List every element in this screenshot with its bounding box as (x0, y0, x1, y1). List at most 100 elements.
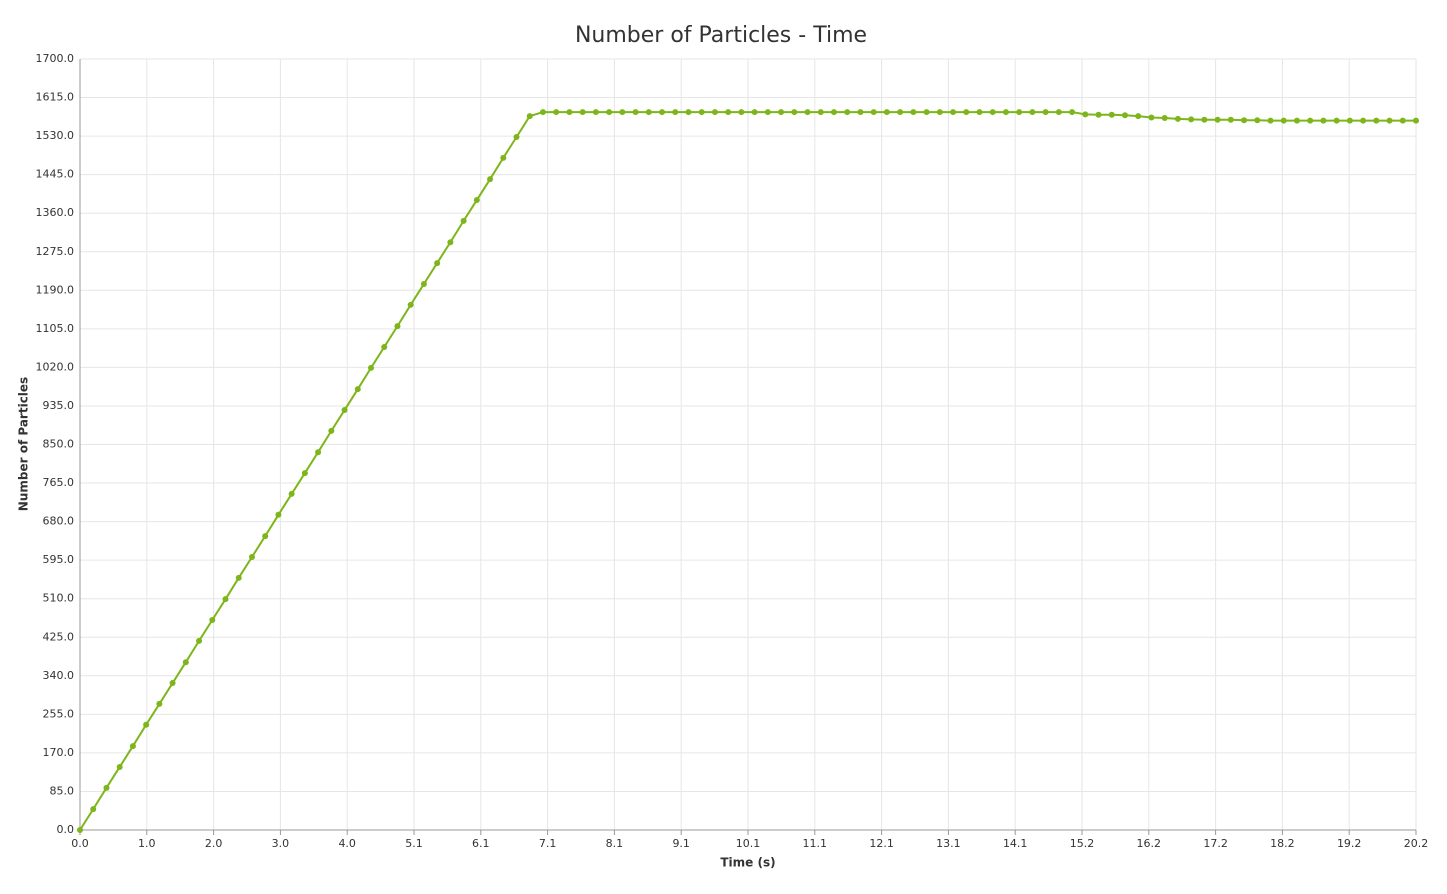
x-tick-label: 9.1 (672, 837, 690, 850)
x-tick-label: 15.2 (1070, 837, 1095, 850)
x-axis-title: Time (s) (720, 856, 775, 870)
data-point (923, 109, 930, 116)
data-point (209, 617, 216, 624)
y-tick-label: 85.0 (50, 784, 75, 797)
data-point (764, 109, 771, 116)
data-point (77, 827, 83, 833)
data-point (1307, 117, 1314, 124)
data-point (1267, 117, 1274, 124)
x-tick-label: 16.2 (1137, 837, 1162, 850)
data-point (976, 109, 983, 116)
data-point (963, 109, 970, 116)
data-point (619, 109, 626, 116)
y-tick-label: 595.0 (43, 553, 75, 566)
data-point (1413, 117, 1419, 124)
x-tick-label: 7.1 (539, 837, 557, 850)
data-point (275, 511, 282, 518)
data-point (566, 109, 573, 116)
data-point (129, 743, 136, 750)
x-tick-label: 12.1 (869, 837, 894, 850)
data-point (1121, 112, 1128, 119)
data-point (1280, 117, 1287, 124)
data-point (989, 109, 996, 116)
data-point (1174, 115, 1181, 122)
data-point (725, 109, 732, 116)
data-point (235, 574, 242, 581)
y-tick-label: 255.0 (43, 707, 75, 720)
y-tick-label: 170.0 (43, 746, 75, 759)
data-point (830, 109, 837, 116)
data-point (579, 109, 586, 116)
y-tick-label: 1360.0 (36, 206, 75, 219)
data-point (1333, 117, 1340, 124)
data-point (1161, 114, 1168, 121)
data-point (182, 659, 189, 666)
data-point (1360, 117, 1367, 124)
data-point (116, 763, 123, 770)
x-tick-label: 11.1 (803, 837, 828, 850)
data-point (301, 470, 308, 477)
data-point (1082, 111, 1089, 118)
data-point (1016, 109, 1023, 116)
y-tick-label: 1530.0 (36, 129, 75, 142)
chart-title: Number of Particles - Time (575, 23, 867, 48)
data-point (1188, 116, 1195, 123)
data-point (460, 217, 467, 224)
data-point (1227, 116, 1234, 123)
data-point (407, 301, 414, 308)
data-point (791, 109, 798, 116)
data-point (936, 109, 943, 116)
data-point (156, 700, 163, 707)
data-point (1095, 111, 1102, 118)
y-tick-label: 0.0 (57, 823, 75, 836)
data-point (1386, 117, 1393, 124)
x-tick-label: 14.1 (1003, 837, 1028, 850)
data-point (1214, 116, 1221, 123)
data-point (1055, 109, 1062, 116)
y-tick-label: 765.0 (43, 476, 75, 489)
data-point (1346, 117, 1353, 124)
x-tick-label: 1.0 (138, 837, 156, 850)
data-point (1069, 109, 1076, 116)
data-point (698, 109, 705, 116)
data-point (90, 806, 97, 813)
x-tick-label: 5.1 (405, 837, 423, 850)
data-point (526, 113, 533, 120)
data-point (1002, 109, 1009, 116)
data-point (368, 364, 375, 371)
y-tick-label: 1445.0 (36, 168, 75, 181)
data-point (420, 280, 427, 287)
data-point (1029, 109, 1036, 116)
data-point (196, 637, 203, 644)
y-tick-label: 425.0 (43, 630, 75, 643)
data-point (751, 109, 758, 116)
data-point (1135, 113, 1142, 120)
x-tick-label: 4.0 (338, 837, 356, 850)
x-tick-label: 6.1 (472, 837, 490, 850)
data-point (513, 134, 520, 141)
data-point (778, 109, 785, 116)
data-point (473, 197, 480, 204)
y-axis-title: Number of Particles (17, 377, 31, 511)
data-point (1201, 116, 1208, 123)
data-point (804, 109, 811, 116)
data-point (1320, 117, 1327, 124)
data-point (1373, 117, 1380, 124)
y-tick-label: 680.0 (43, 515, 75, 528)
y-tick-label: 1700.0 (36, 52, 75, 65)
data-point (328, 427, 335, 434)
y-tick-label: 1275.0 (36, 245, 75, 258)
data-point (910, 109, 917, 116)
data-point (857, 109, 864, 116)
y-tick-label: 1615.0 (36, 91, 75, 104)
data-point (553, 109, 560, 116)
x-tick-label: 18.2 (1270, 837, 1295, 850)
data-point (659, 109, 666, 116)
data-point (606, 109, 613, 116)
data-point (487, 176, 494, 183)
x-tick-label: 3.0 (272, 837, 290, 850)
data-point (592, 109, 599, 116)
y-tick-label: 1105.0 (36, 322, 75, 335)
data-point (685, 109, 692, 116)
